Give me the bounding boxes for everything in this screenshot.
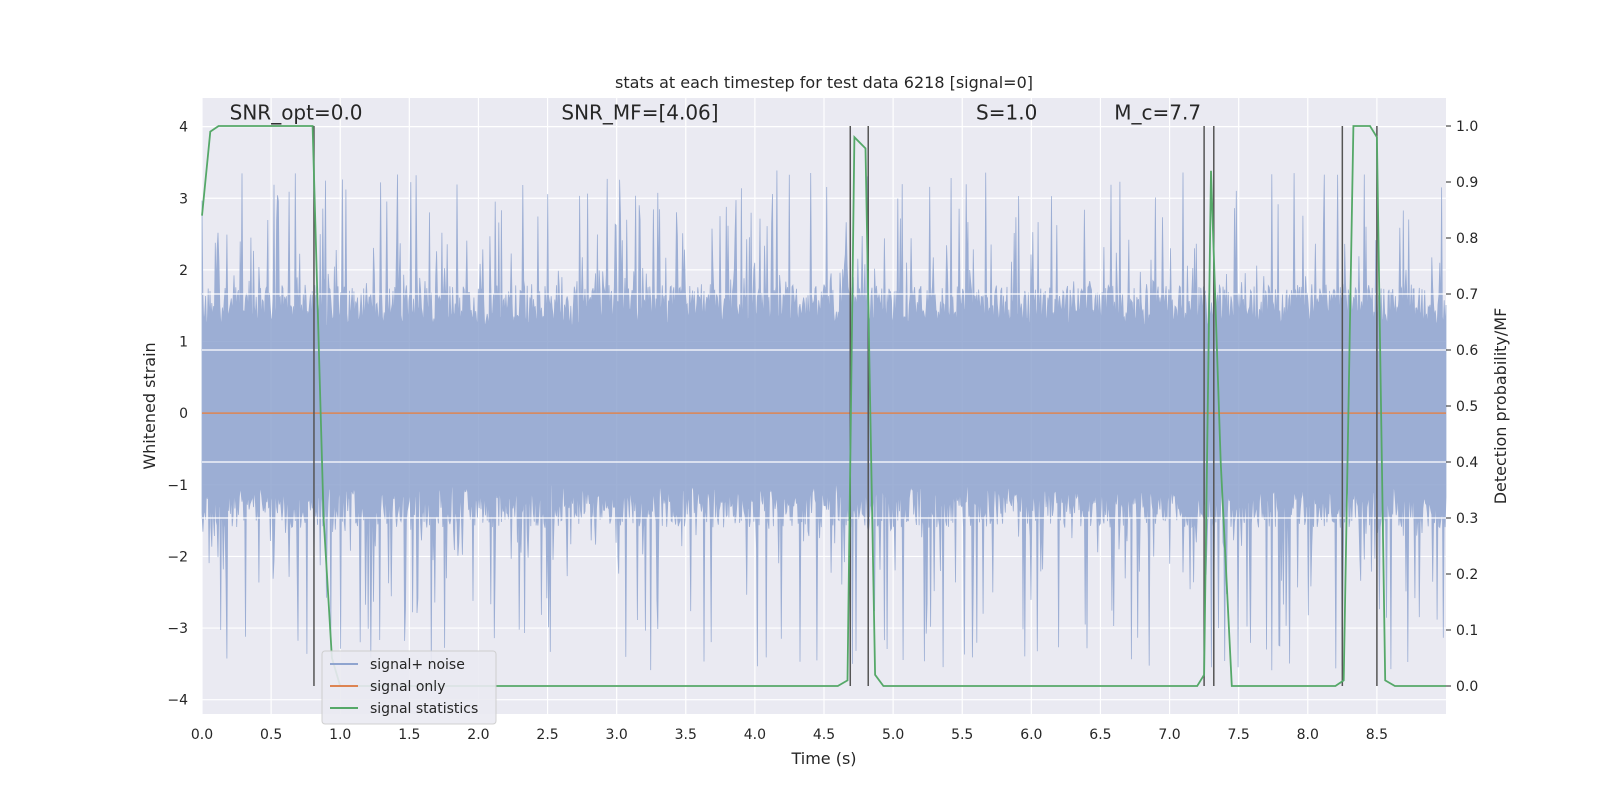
x-tick-label: 3.0 (606, 727, 628, 743)
y-tick-label-right: 1.0 (1456, 119, 1478, 135)
x-tick-label: 6.0 (1020, 727, 1042, 743)
x-tick-label: 8.5 (1366, 727, 1388, 743)
y-tick-label-right: 0.8 (1456, 231, 1478, 247)
x-tick-label: 1.5 (398, 727, 420, 743)
annotation-1: SNR_opt=0.0 (230, 100, 363, 124)
annotation-4: M_c=7.7 (1114, 100, 1201, 124)
chart-title: stats at each timestep for test data 621… (615, 73, 1033, 92)
x-tick-label: 5.0 (882, 727, 904, 743)
x-tick-label: 3.5 (675, 727, 697, 743)
y-axis-left-ticks: −4 −3 −2 −1 0 1 2 3 4 (167, 120, 188, 709)
y-tick-label-left: −1 (167, 478, 188, 494)
y-axis-left-label: Whitened strain (140, 342, 159, 469)
y-tick-label-right: 0.5 (1456, 399, 1478, 415)
x-axis-label: Time (s) (790, 749, 856, 768)
x-tick-label: 7.5 (1228, 727, 1250, 743)
y-tick-label-left: −3 (167, 621, 188, 637)
y-tick-label-left: 0 (179, 406, 188, 422)
y-axis-right-label: Detection probability/MF (1491, 308, 1510, 505)
x-tick-label: 4.0 (744, 727, 766, 743)
annotation-3: S=1.0 (976, 100, 1037, 124)
legend: signal+ noise signal only signal statist… (321, 650, 497, 725)
x-tick-label: 7.0 (1158, 727, 1180, 743)
y-tick-label-right: 0.9 (1456, 175, 1478, 191)
annotation-2: SNR_MF=[4.06] (561, 100, 718, 124)
y-tick-label-right: 0.1 (1456, 623, 1478, 639)
x-tick-label: 0.5 (260, 727, 282, 743)
legend-box (321, 650, 497, 725)
x-tick-label: 1.0 (329, 727, 351, 743)
x-tick-label: 2.0 (467, 727, 489, 743)
x-tick-label: 5.5 (951, 727, 973, 743)
y-tick-label-right: 0.0 (1456, 679, 1478, 695)
x-tick-label: 2.5 (536, 727, 558, 743)
y-tick-label-left: −4 (167, 693, 188, 709)
x-tick-label: 0.0 (191, 727, 213, 743)
legend-label-signal-plus-noise: signal+ noise (370, 657, 465, 673)
y-tick-label-right: 0.3 (1456, 511, 1478, 527)
x-axis-ticks: 0.0 0.5 1.0 1.5 2.0 2.5 3.0 3.5 4.0 4.5 5.0 5.5 6.0 6… (191, 727, 1388, 743)
signal-plus-noise-line (201, 170, 1447, 671)
x-tick-label: 6.5 (1089, 727, 1111, 743)
y-tick-label-left: −2 (167, 549, 188, 565)
reference-lines (202, 293, 1446, 519)
x-tick-label: 8.0 (1297, 727, 1319, 743)
y-tick-label-left: 3 (179, 191, 188, 207)
legend-label-signal-statistics: signal statistics (370, 701, 478, 717)
y-tick-label-left: 4 (179, 120, 188, 136)
series-signal-statistics (201, 125, 1446, 687)
series-signal-plus-noise (201, 170, 1447, 671)
y-tick-label-right: 0.7 (1456, 287, 1478, 303)
y-tick-label-left: 2 (179, 263, 188, 279)
annotations: SNR_opt=0.0 SNR_MF=[4.06] S=1.0 M_c=7.7 (230, 100, 1201, 124)
legend-label-signal-only: signal only (370, 679, 445, 695)
signal-statistics-line (201, 125, 1446, 687)
y-tick-label-left: 1 (179, 335, 188, 351)
x-tick-label: 4.5 (813, 727, 835, 743)
y-axis-right-ticks: 0.0 0.1 0.2 0.3 0.4 0.5 0.6 0.7 0.8 0.9 1.0 (1446, 119, 1478, 695)
y-tick-label-right: 0.2 (1456, 567, 1478, 583)
y-tick-label-right: 0.6 (1456, 343, 1478, 359)
y-tick-label-right: 0.4 (1456, 455, 1478, 471)
